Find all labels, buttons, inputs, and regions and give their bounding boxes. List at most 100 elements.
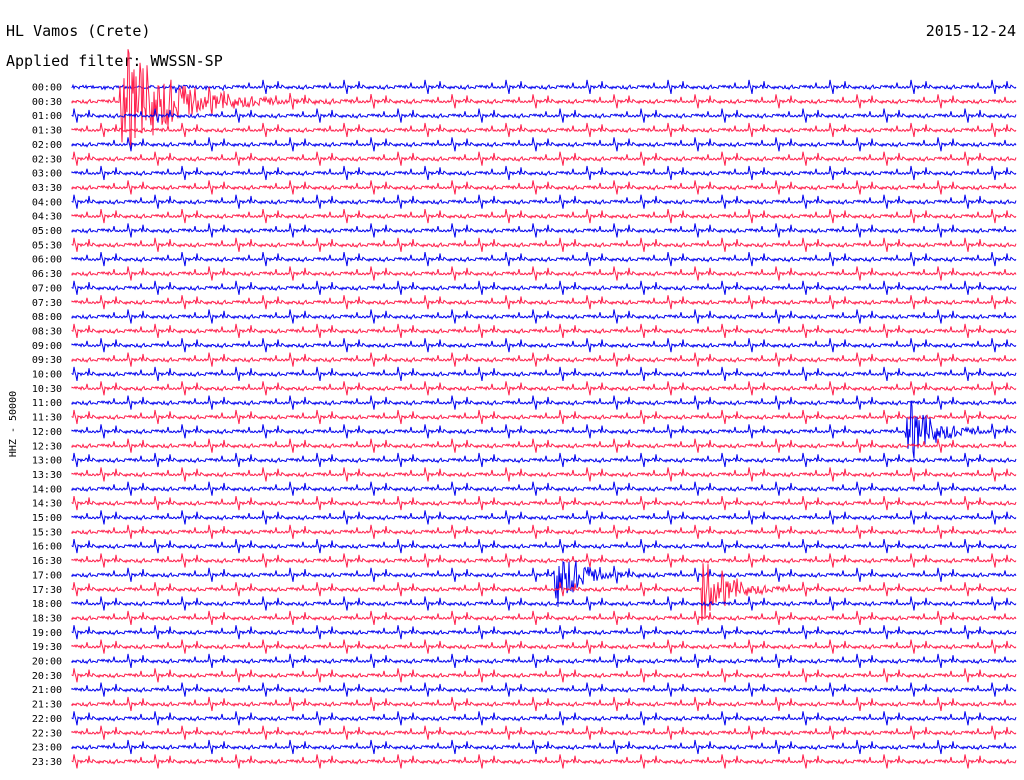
row-time-label: 15:30 [32, 527, 62, 538]
seismic-trace [71, 366, 1017, 381]
row-time-label: 08:30 [32, 326, 62, 337]
seismic-trace [71, 653, 1017, 668]
seismic-trace [71, 438, 1017, 453]
station-title: HL Vamos (Crete) [6, 22, 151, 40]
seismic-trace [71, 610, 1017, 625]
filter-label: Applied filter: WWSSN-SP [6, 52, 223, 70]
seismic-trace [71, 409, 1017, 425]
row-time-label: 00:00 [32, 83, 62, 94]
seismic-trace [71, 194, 1017, 209]
y-axis-label: HHZ - 50000 [8, 391, 19, 457]
row-time-label: 10:30 [32, 384, 62, 395]
row-time-label: 16:00 [32, 542, 62, 553]
seismic-trace [71, 696, 1017, 712]
seismic-trace [71, 49, 1017, 150]
seismic-trace [71, 252, 1017, 267]
seismic-trace [71, 223, 1017, 238]
seismic-trace [71, 108, 1017, 123]
seismic-trace [71, 280, 1017, 295]
row-time-label: 01:00 [32, 111, 62, 122]
seismic-trace [71, 400, 1017, 459]
row-time-label: 04:30 [32, 212, 62, 223]
seismic-trace [71, 563, 1017, 621]
row-time-label: 14:30 [32, 499, 62, 510]
row-time-label: 09:00 [32, 341, 62, 352]
row-time-label: 20:30 [32, 671, 62, 682]
row-time-label: 04:00 [32, 197, 62, 208]
row-time-label: 21:30 [32, 700, 62, 711]
seismic-trace [71, 725, 1017, 740]
seismic-trace [71, 237, 1017, 252]
row-time-label: 09:30 [32, 355, 62, 366]
trace-group [71, 49, 1017, 769]
seismic-trace [71, 668, 1017, 683]
row-time-label: 06:00 [32, 255, 62, 266]
row-time-label: 18:30 [32, 613, 62, 624]
seismic-trace [71, 266, 1017, 281]
seismic-trace [71, 553, 1017, 568]
row-time-label: 16:30 [32, 556, 62, 567]
row-time-label: 07:30 [32, 298, 62, 309]
row-time-label: 22:30 [32, 728, 62, 739]
row-time-label: 08:00 [32, 312, 62, 323]
seismic-trace [71, 209, 1017, 224]
row-time-label: 06:30 [32, 269, 62, 280]
row-time-label: 12:00 [32, 427, 62, 438]
seismic-trace [71, 122, 1017, 138]
seismic-trace [71, 467, 1017, 482]
seismic-trace [71, 481, 1017, 496]
row-time-label: 10:00 [32, 370, 62, 381]
seismic-trace [71, 625, 1017, 640]
seismic-trace [71, 539, 1017, 554]
row-time-label: 19:30 [32, 642, 62, 653]
row-time-label: 17:00 [32, 570, 62, 581]
row-time-label: 14:00 [32, 484, 62, 495]
seismic-trace [71, 754, 1017, 769]
row-time-label: 18:00 [32, 599, 62, 610]
seismic-trace [71, 739, 1017, 755]
seismic-trace [71, 381, 1017, 396]
row-time-label: 23:00 [32, 743, 62, 754]
seismic-trace [71, 165, 1017, 181]
seismic-trace [71, 682, 1017, 697]
row-time-label: 11:00 [32, 398, 62, 409]
seismic-trace [71, 338, 1017, 353]
row-time-label: 11:30 [32, 413, 62, 424]
row-time-label: 22:00 [32, 714, 62, 725]
row-time-label: 21:00 [32, 685, 62, 696]
seismic-trace [71, 151, 1017, 166]
seismic-trace [71, 510, 1017, 525]
row-time-label: 03:30 [32, 183, 62, 194]
row-time-label: 05:00 [32, 226, 62, 237]
seismic-trace [71, 560, 1017, 607]
row-time-label: 05:30 [32, 240, 62, 251]
seismic-trace [71, 395, 1017, 410]
row-time-label: 13:30 [32, 470, 62, 481]
seismic-trace [71, 79, 1017, 94]
row-time-label: 00:30 [32, 97, 62, 108]
row-time-label: 15:00 [32, 513, 62, 524]
seismic-trace [71, 496, 1017, 511]
row-time-label: 13:00 [32, 456, 62, 467]
seismic-trace [71, 711, 1017, 726]
row-time-label: 03:00 [32, 169, 62, 180]
seismic-trace [71, 180, 1017, 195]
seismic-trace [71, 295, 1017, 310]
tick-label-group: 00:00 00:30 01:00 01:30 02:00 02:30 03:00 03:30… [32, 83, 62, 768]
row-time-label: 23:30 [32, 757, 62, 768]
seismic-trace [71, 596, 1017, 611]
row-time-label: 02:00 [32, 140, 62, 151]
row-time-label: 20:00 [32, 657, 62, 668]
seismic-trace [71, 352, 1017, 367]
row-time-label: 12:30 [32, 441, 62, 452]
seismic-trace [71, 137, 1017, 152]
row-time-label: 07:00 [32, 283, 62, 294]
date-label: 2015-12-24 [926, 22, 1016, 40]
seismic-trace [71, 323, 1017, 338]
seismic-trace [71, 452, 1017, 468]
row-time-label: 19:00 [32, 628, 62, 639]
row-time-label: 02:30 [32, 154, 62, 165]
row-time-label: 17:30 [32, 585, 62, 596]
seismic-trace [71, 639, 1017, 654]
